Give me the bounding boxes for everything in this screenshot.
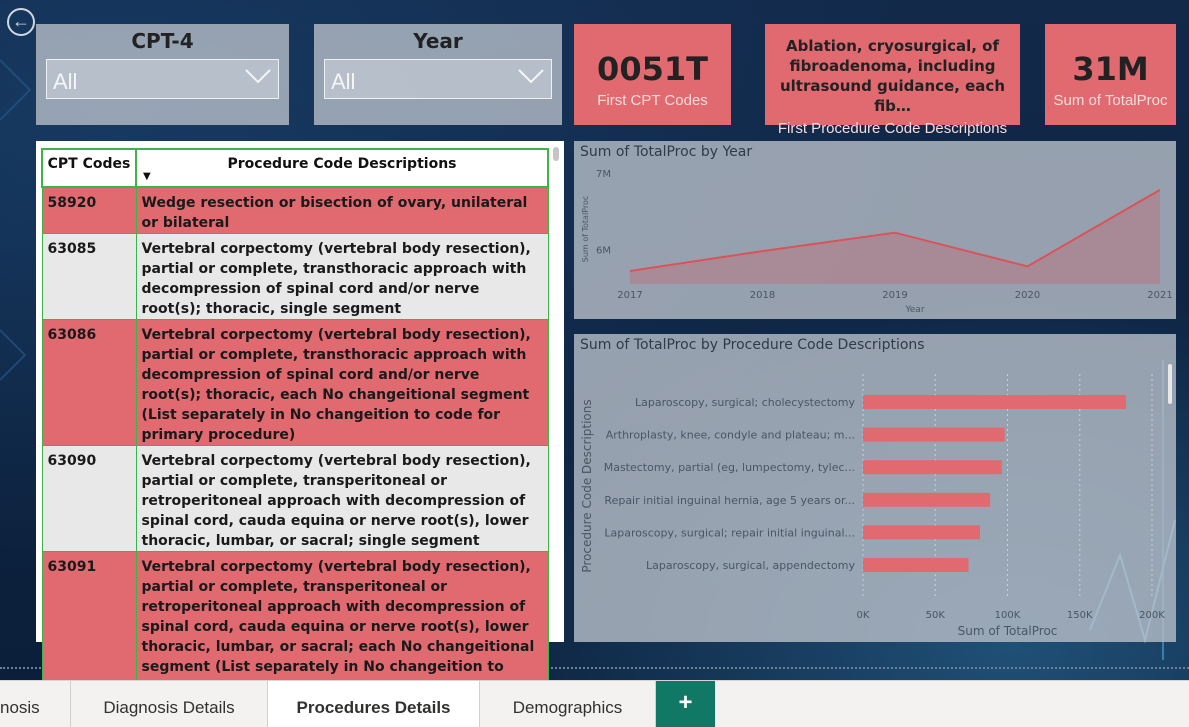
category-label: Laparoscopy, surgical; repair initial in… <box>604 526 855 539</box>
chart-scrollbar[interactable] <box>1168 364 1172 404</box>
area-chart: 7M 6M 2017 2018 2019 2020 2021 Year Sum of Total… <box>581 169 1173 315</box>
year-slicer: Year All <box>314 24 562 125</box>
first-cpt-value: 0051T <box>597 50 708 88</box>
bar <box>863 492 991 507</box>
y-axis-title: Procedure Code Descriptions <box>580 399 594 572</box>
description-cell: Vertebral corpectomy (vertebral body res… <box>135 445 549 552</box>
first-cpt-card: 0051T First CPT Codes <box>574 24 731 125</box>
sort-descending-icon: ▼ <box>143 171 151 182</box>
cpt4-dropdown-value: All <box>53 69 78 94</box>
sum-total-label: Sum of TotalProc <box>1053 92 1168 109</box>
header-procedure-descriptions-label: Procedure Code Descriptions <box>227 156 457 172</box>
x-axis-title: Sum of TotalProc <box>958 624 1058 638</box>
procedure-table-panel: CPT Codes Procedure Code Descriptions ▼ … <box>36 141 564 698</box>
bar-chart-panel: Sum of TotalProc by Procedure Code Descr… <box>574 334 1176 642</box>
table-row[interactable]: 63085 Vertebral corpectomy (vertebral bo… <box>41 233 549 320</box>
chevron-down-icon <box>518 69 544 84</box>
table-scrollbar[interactable] <box>553 147 559 161</box>
bar <box>863 558 969 572</box>
first-desc-card: Ablation, cryosurgical, of fibroadenoma,… <box>765 24 1020 137</box>
page-tabs: nosis Diagnosis Details Procedures Detai… <box>0 680 1189 727</box>
x-tick-label: 150K <box>1067 610 1093 621</box>
table-row[interactable]: 58920 Wedge resection or bisection of ov… <box>41 186 549 234</box>
sum-total-card: 31M Sum of TotalProc <box>1045 24 1176 125</box>
x-tick-label: 2017 <box>617 290 642 301</box>
y-axis-title: Sum of TotalProc <box>581 196 590 263</box>
cpt4-slicer: CPT-4 All <box>36 24 289 125</box>
category-label: Mastectomy, partial (eg, lumpectomy, tyl… <box>604 461 855 474</box>
area-fill <box>630 189 1160 284</box>
sum-total-value: 31M <box>1072 50 1149 88</box>
bar <box>863 395 1126 409</box>
header-procedure-descriptions[interactable]: Procedure Code Descriptions ▼ <box>135 148 549 188</box>
year-dropdown-value: All <box>331 69 356 94</box>
description-cell: Wedge resection or bisection of ovary, u… <box>135 186 549 234</box>
tab-diagnosis[interactable]: nosis <box>0 681 71 727</box>
first-desc-value: Ablation, cryosurgical, of fibroadenoma,… <box>779 37 1005 115</box>
chevron-down-icon <box>245 69 271 84</box>
bar <box>863 460 1002 475</box>
tab-procedures-details[interactable]: Procedures Details <box>268 681 480 727</box>
x-tick-label: 2020 <box>1015 290 1040 301</box>
cpt4-dropdown[interactable]: All <box>46 59 279 99</box>
year-slicer-title: Year <box>413 29 463 53</box>
x-tick-label: 2021 <box>1147 290 1172 301</box>
category-label: Arthroplasty, knee, condyle and plateau;… <box>606 429 855 442</box>
cpt-code-cell: 63086 <box>41 319 137 446</box>
cpt-code-cell: 63091 <box>41 551 137 698</box>
tab-demographics[interactable]: Demographics <box>480 681 656 727</box>
cpt-code-cell: 58920 <box>41 186 137 234</box>
table-row[interactable]: 63086 Vertebral corpectomy (vertebral bo… <box>41 319 549 446</box>
bar-chart: 0K 50K 100K 150K 200K Laparoscopy, surgical; … <box>580 374 1165 638</box>
cpt-code-cell: 63085 <box>41 233 137 320</box>
area-chart-title: Sum of TotalProc by Year <box>580 144 753 160</box>
description-cell: Vertebral corpectomy (vertebral body res… <box>135 233 549 320</box>
description-cell: Vertebral corpectomy (vertebral body res… <box>135 551 549 698</box>
x-tick-label: 2019 <box>882 290 907 301</box>
first-desc-label: First Procedure Code Descriptions <box>777 120 1008 137</box>
cpt-code-cell: 63090 <box>41 445 137 552</box>
add-page-button[interactable]: + <box>656 681 715 727</box>
first-cpt-label: First CPT Codes <box>597 92 708 109</box>
x-tick-label: 0K <box>857 610 870 621</box>
y-tick-label: 7M <box>596 169 611 180</box>
x-tick-label: 50K <box>926 610 946 621</box>
tab-diagnosis-details[interactable]: Diagnosis Details <box>71 681 268 727</box>
table-row[interactable]: 63090 Vertebral corpectomy (vertebral bo… <box>41 445 549 552</box>
category-label: Repair initial inguinal hernia, age 5 ye… <box>604 494 855 507</box>
description-cell: Vertebral corpectomy (vertebral body res… <box>135 319 549 446</box>
header-cpt-codes[interactable]: CPT Codes <box>41 148 137 188</box>
canvas-dotted-divider <box>0 667 1189 669</box>
x-tick-label: 200K <box>1139 610 1165 621</box>
table-row[interactable]: 63091 Vertebral corpectomy (vertebral bo… <box>41 551 549 698</box>
x-tick-label: 100K <box>995 610 1021 621</box>
category-label: Laparoscopy, surgical, appendectomy <box>646 559 856 572</box>
area-chart-panel: Sum of TotalProc by Year 7M 6M 2017 2018 201… <box>574 141 1176 319</box>
year-dropdown[interactable]: All <box>324 59 552 99</box>
bar <box>863 427 1005 442</box>
area-series-line <box>629 188 1161 272</box>
category-label: Laparoscopy, surgical; cholecystectomy <box>635 396 855 409</box>
back-arrow-icon[interactable]: ← <box>7 8 35 36</box>
bar-chart-title: Sum of TotalProc by Procedure Code Descr… <box>580 337 925 353</box>
procedure-table: CPT Codes Procedure Code Descriptions ▼ … <box>41 148 549 698</box>
bar <box>863 525 981 540</box>
x-tick-label: 2018 <box>750 290 775 301</box>
y-tick-label: 6M <box>596 246 611 257</box>
x-axis-title: Year <box>904 305 924 315</box>
cpt4-slicer-title: CPT-4 <box>131 29 194 53</box>
